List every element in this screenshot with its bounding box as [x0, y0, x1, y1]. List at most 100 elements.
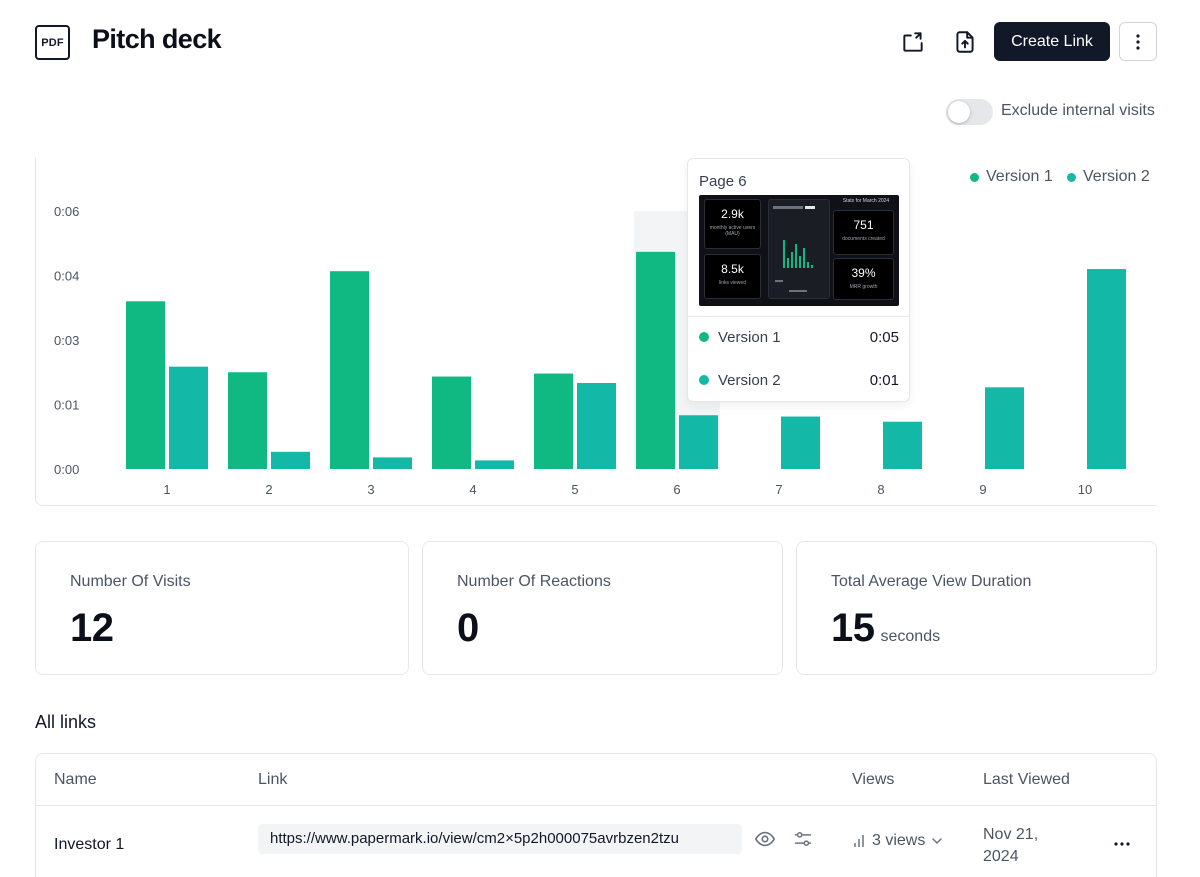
tooltip-row-version-2: Version 2 0:01 — [699, 369, 899, 391]
x-tick-label: 2 — [265, 482, 272, 497]
legend-item-version-1[interactable]: Version 1 — [970, 168, 1053, 186]
stat-number: 15 — [831, 606, 875, 650]
stat-value: 12 — [70, 606, 114, 651]
y-tick-label: 0:04 — [54, 269, 79, 284]
bar-page-5-version-1[interactable] — [534, 373, 573, 469]
bar-page-1-version-1[interactable] — [126, 301, 165, 469]
series-dot-icon — [699, 375, 709, 385]
bar-page-7-version-2[interactable] — [781, 416, 820, 469]
y-tick-label: 0:00 — [54, 462, 79, 477]
legend-label: Version 1 — [986, 168, 1053, 185]
row-actions-button[interactable] — [1110, 832, 1134, 856]
y-tick-label: 0:06 — [54, 204, 79, 219]
x-tick-label: 3 — [367, 482, 374, 497]
stat-card-reactions: Number Of Reactions 0 — [422, 541, 783, 675]
column-header-link[interactable]: Link — [258, 771, 288, 788]
x-tick-label: 6 — [673, 482, 680, 497]
mini-chart-graphic — [773, 206, 815, 292]
thumb-card-value: 2.9k — [721, 207, 744, 221]
more-horizontal-icon — [1114, 842, 1130, 846]
upload-file-icon[interactable] — [951, 28, 979, 56]
thumb-card: 8.5k links viewed — [704, 254, 761, 299]
legend-dot-icon — [970, 172, 979, 182]
thumb-card-label: monthly active users (MAU) — [709, 225, 756, 237]
tooltip-row-label: Version 2 — [718, 371, 781, 389]
create-link-button[interactable]: Create Link — [994, 22, 1110, 61]
thumb-card-label: documents created — [842, 236, 885, 242]
x-tick-label: 1 — [163, 482, 170, 497]
link-name[interactable]: Investor 1 — [54, 836, 125, 853]
legend-dot-icon — [1067, 172, 1076, 182]
bar-page-2-version-1[interactable] — [228, 372, 267, 469]
tooltip-row-value: 0:01 — [869, 371, 899, 389]
switch-icon[interactable] — [899, 28, 927, 56]
tooltip-row-value: 0:05 — [869, 328, 899, 346]
pdf-file-icon: PDF — [35, 25, 70, 60]
views-dropdown[interactable]: 3 views — [852, 832, 943, 850]
bar-page-6-version-1[interactable] — [636, 251, 675, 469]
thumb-card: 751 documents created — [833, 210, 894, 255]
series-dot-icon — [699, 332, 709, 342]
more-vertical-icon — [1136, 33, 1140, 50]
bar-page-10-version-2[interactable] — [1087, 269, 1126, 469]
tooltip-row-label: Version 1 — [718, 328, 781, 346]
settings-sliders-icon[interactable] — [791, 827, 815, 851]
column-header-name[interactable]: Name — [54, 771, 97, 788]
thumb-card-value: 751 — [853, 218, 874, 232]
thumb-card-value: 8.5k — [721, 262, 744, 276]
legend-label: Version 2 — [1083, 168, 1150, 185]
chart-tooltip: Page 6 2.9k monthly active users (MAU) 8… — [687, 158, 910, 402]
thumb-card-label: links viewed — [719, 280, 746, 286]
page-header: PDF Pitch deck Create Link — [0, 0, 1200, 90]
chevron-down-icon — [932, 838, 943, 844]
stat-number: 0 — [457, 606, 479, 650]
tooltip-divider — [688, 316, 909, 317]
bar-page-3-version-1[interactable] — [330, 271, 369, 469]
tooltip-row-version-1: Version 1 0:05 — [699, 326, 899, 348]
page-thumbnail: 2.9k monthly active users (MAU) 8.5k lin… — [699, 195, 899, 306]
links-table: Name Link Views Last Viewed Investor 1 h… — [35, 753, 1157, 877]
y-tick-label: 0:01 — [54, 398, 79, 413]
thumb-card: 39% MRR growth — [833, 258, 894, 300]
exclude-internal-toggle[interactable] — [946, 99, 993, 125]
stat-number: 12 — [70, 606, 114, 650]
bar-page-4-version-1[interactable] — [432, 376, 471, 469]
exclude-internal-label: Exclude internal visits — [1001, 102, 1155, 119]
header-divider — [36, 805, 1156, 806]
page-duration-bar-chart: 0:00 0:01 0:03 0:04 0:06 1 2 3 4 5 6 7 8 9 10 — [54, 204, 1126, 497]
toggle-knob — [948, 101, 970, 123]
bar-page-6-version-2[interactable] — [679, 415, 718, 469]
y-tick-label: 0:03 — [54, 333, 79, 348]
bar-page-8-version-2[interactable] — [883, 421, 922, 469]
x-tick-label: 5 — [571, 482, 578, 497]
thumb-card: 2.9k monthly active users (MAU) — [704, 199, 761, 249]
bar-page-2-version-2[interactable] — [271, 451, 310, 469]
thumb-header: Stats for March 2024 — [842, 198, 890, 204]
bar-page-9-version-2[interactable] — [985, 387, 1024, 469]
thumb-mini-chart — [768, 199, 830, 299]
stat-label: Total Average View Duration — [831, 573, 1032, 590]
thumb-card-value: 39% — [851, 266, 876, 280]
last-viewed-date: Nov 21, 2024 — [983, 826, 1039, 865]
column-header-last-viewed[interactable]: Last Viewed — [983, 771, 1070, 788]
stat-label: Number Of Reactions — [457, 573, 611, 590]
chart-card — [35, 158, 1157, 506]
page-title: Pitch deck — [92, 24, 222, 54]
bar-page-1-version-2[interactable] — [169, 366, 208, 469]
thumb-card-label: MRR growth — [849, 284, 878, 290]
stat-value: 15 seconds — [831, 606, 940, 651]
eye-icon[interactable] — [753, 827, 777, 851]
x-tick-label: 10 — [1078, 482, 1092, 497]
more-options-button[interactable] — [1119, 22, 1157, 61]
bar-page-3-version-2[interactable] — [373, 457, 412, 469]
bar-chart-icon — [854, 835, 864, 847]
x-tick-label: 7 — [775, 482, 782, 497]
stat-card-avg-duration: Total Average View Duration 15 seconds — [796, 541, 1157, 675]
bar-page-4-version-2[interactable] — [475, 460, 514, 469]
x-tick-label: 4 — [469, 482, 476, 497]
stat-unit: seconds — [880, 628, 941, 645]
link-url-field[interactable]: https://www.papermark.io/view/cm2×5p2h00… — [258, 824, 742, 854]
legend-item-version-2[interactable]: Version 2 — [1067, 168, 1150, 186]
column-header-views[interactable]: Views — [852, 771, 895, 788]
bar-page-5-version-2[interactable] — [577, 383, 616, 469]
